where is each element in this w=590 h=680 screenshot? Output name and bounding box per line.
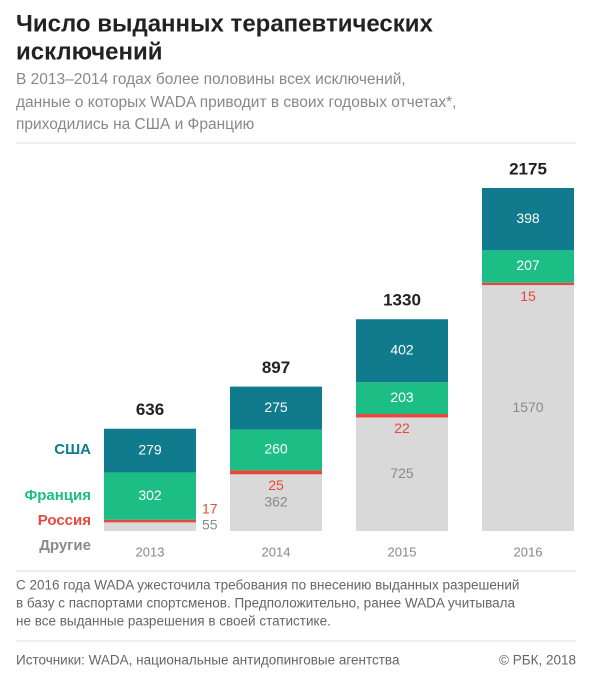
value-label: 279 — [138, 441, 162, 457]
total-label: 636 — [136, 400, 164, 419]
x-tick-label: 2013 — [136, 544, 165, 559]
bar-segment — [356, 414, 448, 418]
value-label: 22 — [394, 420, 410, 436]
bar-segment — [356, 382, 448, 415]
value-label: 275 — [264, 399, 288, 415]
footnote: в базу с паспортами спортсменов. Предпол… — [16, 596, 516, 611]
legend-label: США — [54, 441, 91, 458]
source: Источники: WADA, национальные антидопинг… — [16, 653, 400, 668]
copyright: © РБК, 2018 — [499, 653, 576, 668]
subtitle: приходились на США и Францию — [16, 116, 254, 133]
footnote: не все выданные разрешения в своей стати… — [16, 614, 331, 629]
value-label: 302 — [138, 487, 162, 503]
x-tick-label: 2014 — [262, 544, 291, 559]
bar-segment — [104, 522, 196, 531]
subtitle: данные о которых WADA приводит в своих г… — [16, 94, 456, 111]
value-label: 1570 — [512, 399, 543, 415]
total-label: 897 — [262, 358, 290, 377]
value-label: 25 — [268, 477, 284, 493]
legend-label: Россия — [38, 512, 91, 529]
value-label: 17 — [202, 500, 218, 516]
bar-segment — [482, 250, 574, 283]
bar-segment — [230, 470, 322, 475]
bar-segment — [482, 282, 574, 286]
total-label: 1330 — [383, 291, 421, 310]
bar-segment — [230, 429, 322, 471]
chart-title: исключений — [16, 38, 163, 65]
legend-label: Франция — [24, 487, 91, 504]
x-tick-label: 2016 — [514, 544, 543, 559]
value-label: 362 — [264, 493, 288, 509]
value-label: 260 — [264, 441, 288, 457]
value-label: 398 — [516, 210, 540, 226]
value-label: 725 — [390, 465, 414, 481]
value-label: 207 — [516, 257, 540, 273]
bar-segment — [356, 417, 448, 531]
chart-title: Число выданных терапевтических — [16, 10, 434, 37]
value-label: 15 — [520, 288, 536, 304]
footnote: С 2016 года WADA ужесточила требования п… — [16, 578, 519, 593]
legend-label: Другие — [39, 537, 91, 554]
value-label: 203 — [390, 389, 414, 405]
subtitle: В 2013–2014 годах более половины всех ис… — [16, 71, 406, 88]
bar-segment — [104, 472, 196, 520]
bar-segment — [356, 319, 448, 383]
bar-segment — [104, 519, 196, 523]
total-label: 2175 — [509, 159, 547, 178]
bar-segment — [104, 428, 196, 473]
bar-segment — [482, 188, 574, 251]
value-label: 402 — [390, 341, 414, 357]
bar-segment — [230, 386, 322, 430]
value-label: 55 — [202, 517, 218, 533]
bar-segment — [482, 285, 574, 531]
bar-segment — [230, 474, 322, 531]
x-tick-label: 2015 — [388, 544, 417, 559]
